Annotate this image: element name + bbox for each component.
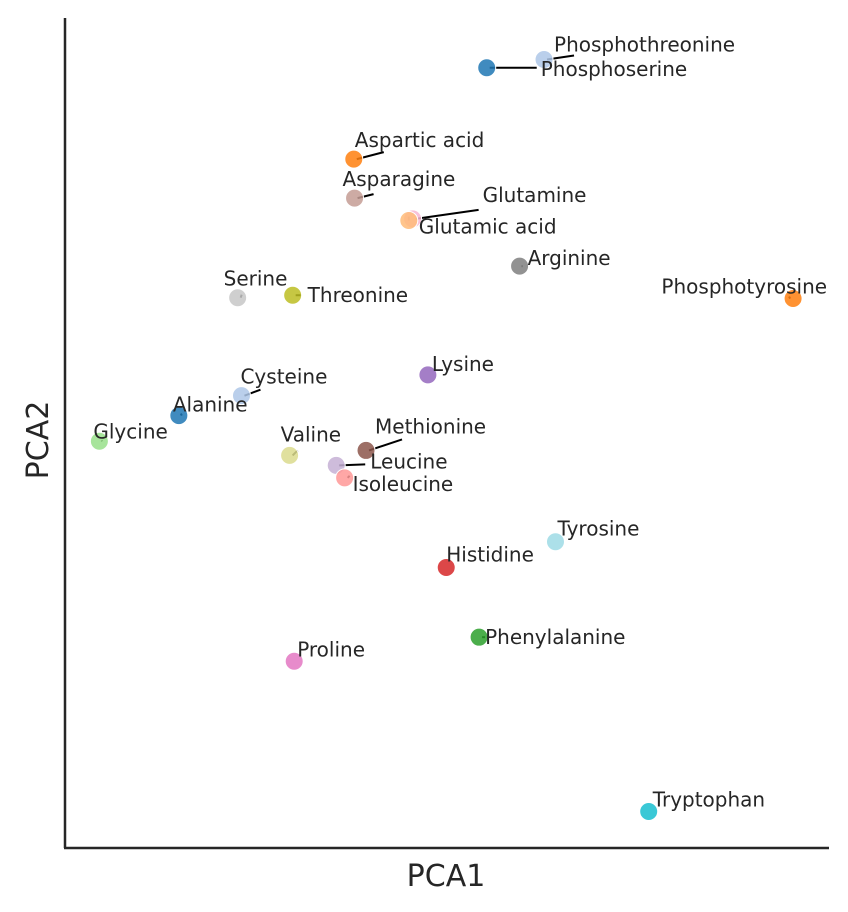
- point-label-glutamine: Glutamine: [483, 183, 587, 207]
- point-label-phosphothreonine: Phosphothreonine: [554, 33, 735, 57]
- point-label-phosphoserine: Phosphoserine: [541, 57, 687, 81]
- point-proline: [284, 651, 304, 671]
- point-label-glutamic-acid: Glutamic acid: [419, 215, 557, 239]
- point-cysteine: [231, 386, 251, 406]
- point-label-alanine: Alanine: [173, 393, 248, 417]
- point-tyrosine: [545, 532, 565, 552]
- y-axis-label: PCA2: [21, 401, 56, 480]
- point-label-histidine: Histidine: [446, 542, 534, 566]
- point-phosphoserine: [477, 58, 497, 78]
- point-label-arginine: Arginine: [528, 246, 611, 270]
- point-alanine: [169, 406, 189, 426]
- point-label-serine: Serine: [224, 267, 288, 291]
- point-phosphothreonine: [534, 50, 554, 69]
- point-label-phenylalanine: Phenylalanine: [485, 625, 625, 649]
- point-lysine: [418, 365, 438, 385]
- point-glycine: [89, 431, 109, 451]
- point-label-valine: Valine: [281, 422, 341, 446]
- x-axis-label: PCA1: [407, 859, 486, 894]
- point-aspartic-acid: [344, 149, 364, 169]
- point-histidine: [436, 557, 456, 577]
- point-label-lysine: Lysine: [432, 352, 494, 376]
- point-label-isoleucine: Isoleucine: [353, 472, 454, 496]
- point-phosphotyrosine: [783, 289, 803, 309]
- point-label-tryptophan: Tryptophan: [652, 787, 765, 811]
- point-label-cysteine: Cysteine: [240, 365, 327, 389]
- point-label-threonine: Threonine: [307, 283, 408, 307]
- point-label-methionine: Methionine: [375, 414, 486, 438]
- point-label-tyrosine: Tyrosine: [556, 517, 639, 541]
- point-tryptophan: [639, 801, 659, 821]
- point-isoleucine: [335, 468, 355, 488]
- point-label-proline: Proline: [297, 637, 365, 661]
- leader-line-glutamine: [415, 208, 479, 220]
- point-label-asparagine: Asparagine: [343, 167, 456, 191]
- point-label-phosphotyrosine: Phosphotyrosine: [661, 275, 827, 299]
- point-methionine: [356, 440, 376, 460]
- point-asparagine: [345, 188, 365, 208]
- point-glutamic-acid: [399, 211, 419, 231]
- point-phenylalanine: [469, 627, 489, 647]
- point-valine: [280, 445, 300, 465]
- point-label-glycine: Glycine: [93, 419, 167, 443]
- point-threonine: [283, 285, 303, 305]
- point-label-aspartic-acid: Aspartic acid: [355, 128, 485, 152]
- point-arginine: [510, 256, 530, 276]
- point-label-leucine: Leucine: [370, 449, 447, 473]
- point-serine: [228, 288, 248, 308]
